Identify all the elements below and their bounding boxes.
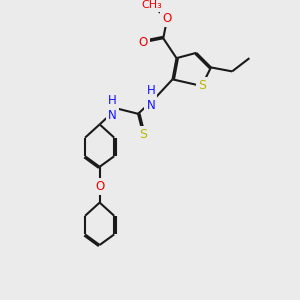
Text: H
N: H N xyxy=(108,94,117,122)
Text: S: S xyxy=(140,128,147,142)
Text: O: O xyxy=(139,36,148,49)
Text: O: O xyxy=(163,12,172,25)
Text: CH₃: CH₃ xyxy=(141,0,162,10)
Text: O: O xyxy=(95,180,104,193)
Text: H
N: H N xyxy=(147,84,155,112)
Text: S: S xyxy=(198,80,206,92)
